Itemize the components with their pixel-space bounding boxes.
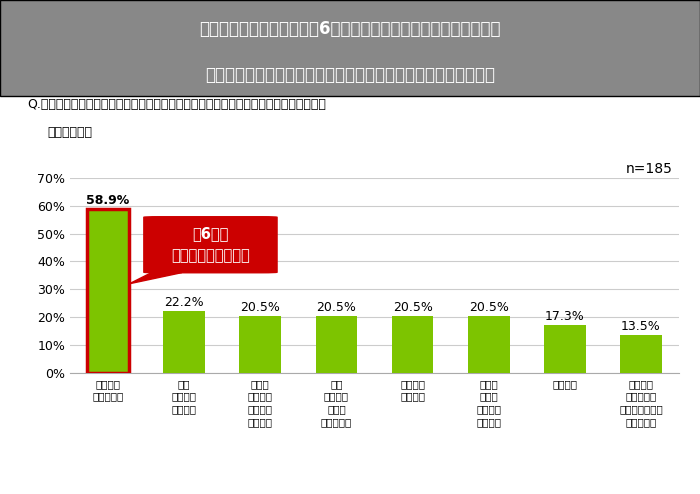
Text: 20.5%: 20.5% [240,300,280,314]
Text: 【おひとりさま予備軍】約6割が配偶者の死後の準備をしていない: 【おひとりさま予備軍】約6割が配偶者の死後の準備をしていない [199,20,500,38]
Text: 22.2%: 22.2% [164,296,204,309]
FancyBboxPatch shape [144,217,277,273]
Text: 17.3%: 17.3% [545,310,584,323]
Bar [544,325,586,373]
Text: 20.5%: 20.5% [469,300,509,314]
Text: 不動産
売却や
世帯主の
変更など: 不動産 売却や 世帯主の 変更など [476,379,501,427]
Text: Q.配偶者が先に亡くなってしまった後の手続きで準備していることを教えてください。: Q.配偶者が先に亡くなってしまった後の手続きで準備していることを教えてください。 [27,98,326,111]
Text: 準備度合いが最も高いのは「お墓」、最も低いのは「死後事務」: 準備度合いが最も高いのは「お墓」、最も低いのは「死後事務」 [205,66,495,84]
Text: 金融機関
への連絡: 金融機関 への連絡 [400,379,425,402]
Text: 20.5%: 20.5% [316,300,356,314]
FancyBboxPatch shape [0,0,700,96]
Bar [87,209,129,373]
Text: お葬式
参列者や
葬儀場の
選択など: お葬式 参列者や 葬儀場の 選択など [248,379,273,427]
Bar [316,316,358,373]
Bar [391,316,433,373]
Text: n=185: n=185 [625,162,672,176]
Bar [620,335,662,373]
Text: 58.9%: 58.9% [86,194,130,206]
Text: お墓
納骨先や
種類など: お墓 納骨先や 種類など [172,379,197,414]
Text: 13.5%: 13.5% [621,320,661,333]
Bar [163,311,205,373]
Text: 20.5%: 20.5% [393,300,433,314]
Bar [239,316,281,373]
Bar [468,316,510,373]
Text: 約6割が
特に準備していない: 約6割が 特に準備していない [171,226,250,263]
Text: （複数回答）: （複数回答） [48,125,92,138]
Polygon shape [130,273,182,284]
Text: 特に準備
していない: 特に準備 していない [92,379,124,402]
Text: 相続
相続税の
申告や
支払いなど: 相続 相続税の 申告や 支払いなど [321,379,352,427]
Text: 遺品整理: 遺品整理 [552,379,578,389]
Text: 死後事務
公共料金の
解約や役所への
届け出など: 死後事務 公共料金の 解約や役所への 届け出など [619,379,663,427]
